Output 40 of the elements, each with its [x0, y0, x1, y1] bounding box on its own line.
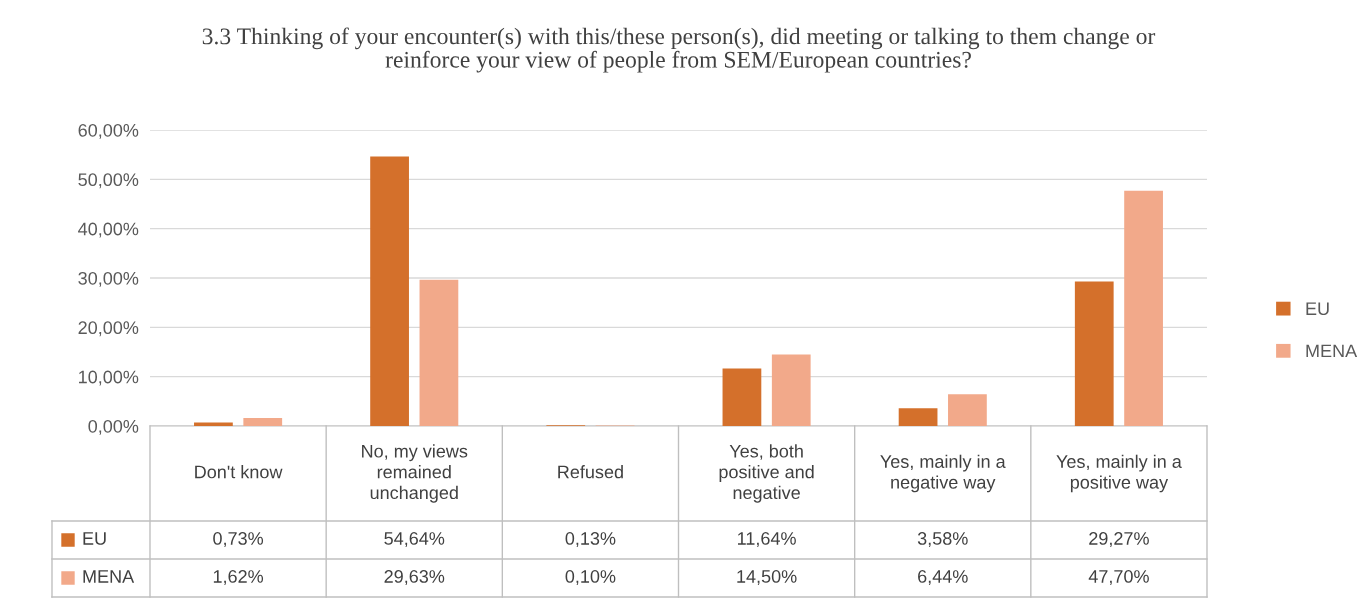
x-tick-label: Yes, mainly in a negative way	[880, 454, 1006, 493]
y-tick-label: 20,00%	[78, 321, 139, 337]
x-tick-label: No, my views remained unchanged	[362, 444, 468, 503]
data-label: 0,13%	[565, 532, 616, 547]
data-label: 0,10%	[565, 570, 616, 585]
data-label: 29,27%	[1089, 532, 1149, 547]
data-label: 14,50%	[737, 570, 797, 585]
text: EU	[1306, 302, 1329, 316]
bar	[771, 354, 811, 426]
data-label: 11,64%	[738, 532, 796, 547]
data-label: 54,64%	[384, 532, 445, 547]
bar	[194, 422, 233, 426]
bar	[1124, 190, 1163, 426]
bar	[419, 279, 459, 426]
y-tick-label: 40,00%	[78, 222, 139, 238]
text: MENA	[83, 570, 135, 583]
x-tick-label: Don't know	[195, 465, 283, 479]
data-label: 29,63%	[384, 570, 445, 585]
x-tick-label: Refused	[558, 465, 623, 479]
legend-label: MENA	[1306, 344, 1358, 358]
x-tick-label: Yes, both positive and negative	[719, 444, 814, 503]
y-tick-label: 30,00%	[78, 271, 139, 287]
bar	[1074, 281, 1114, 426]
data-label: 0,73%	[213, 532, 264, 547]
x-tick-label: Yes, mainly in a positive way	[1056, 454, 1182, 493]
y-tick-label: 0,00%	[88, 419, 139, 435]
data-label: 1,62%	[213, 570, 264, 585]
data-label: 47,70%	[1088, 570, 1149, 585]
bar	[898, 408, 938, 426]
y-tick-label: 10,00%	[79, 370, 139, 386]
y-tick-label: 60,00%	[78, 123, 139, 139]
y-tick-label: 50,00%	[78, 173, 139, 189]
data-label: 3,58%	[917, 532, 968, 547]
legend-label: EU	[83, 532, 106, 545]
bar	[722, 368, 762, 426]
bar	[243, 418, 283, 426]
bar	[948, 394, 987, 426]
bar	[370, 156, 409, 426]
data-label: 6,44%	[918, 570, 968, 585]
chart-title: 3.3 Thinking of your encounter(s) with this/these person(s), did meeting or talking to them change or reinforce your view of people from SEM/European countries?	[202, 27, 1156, 73]
